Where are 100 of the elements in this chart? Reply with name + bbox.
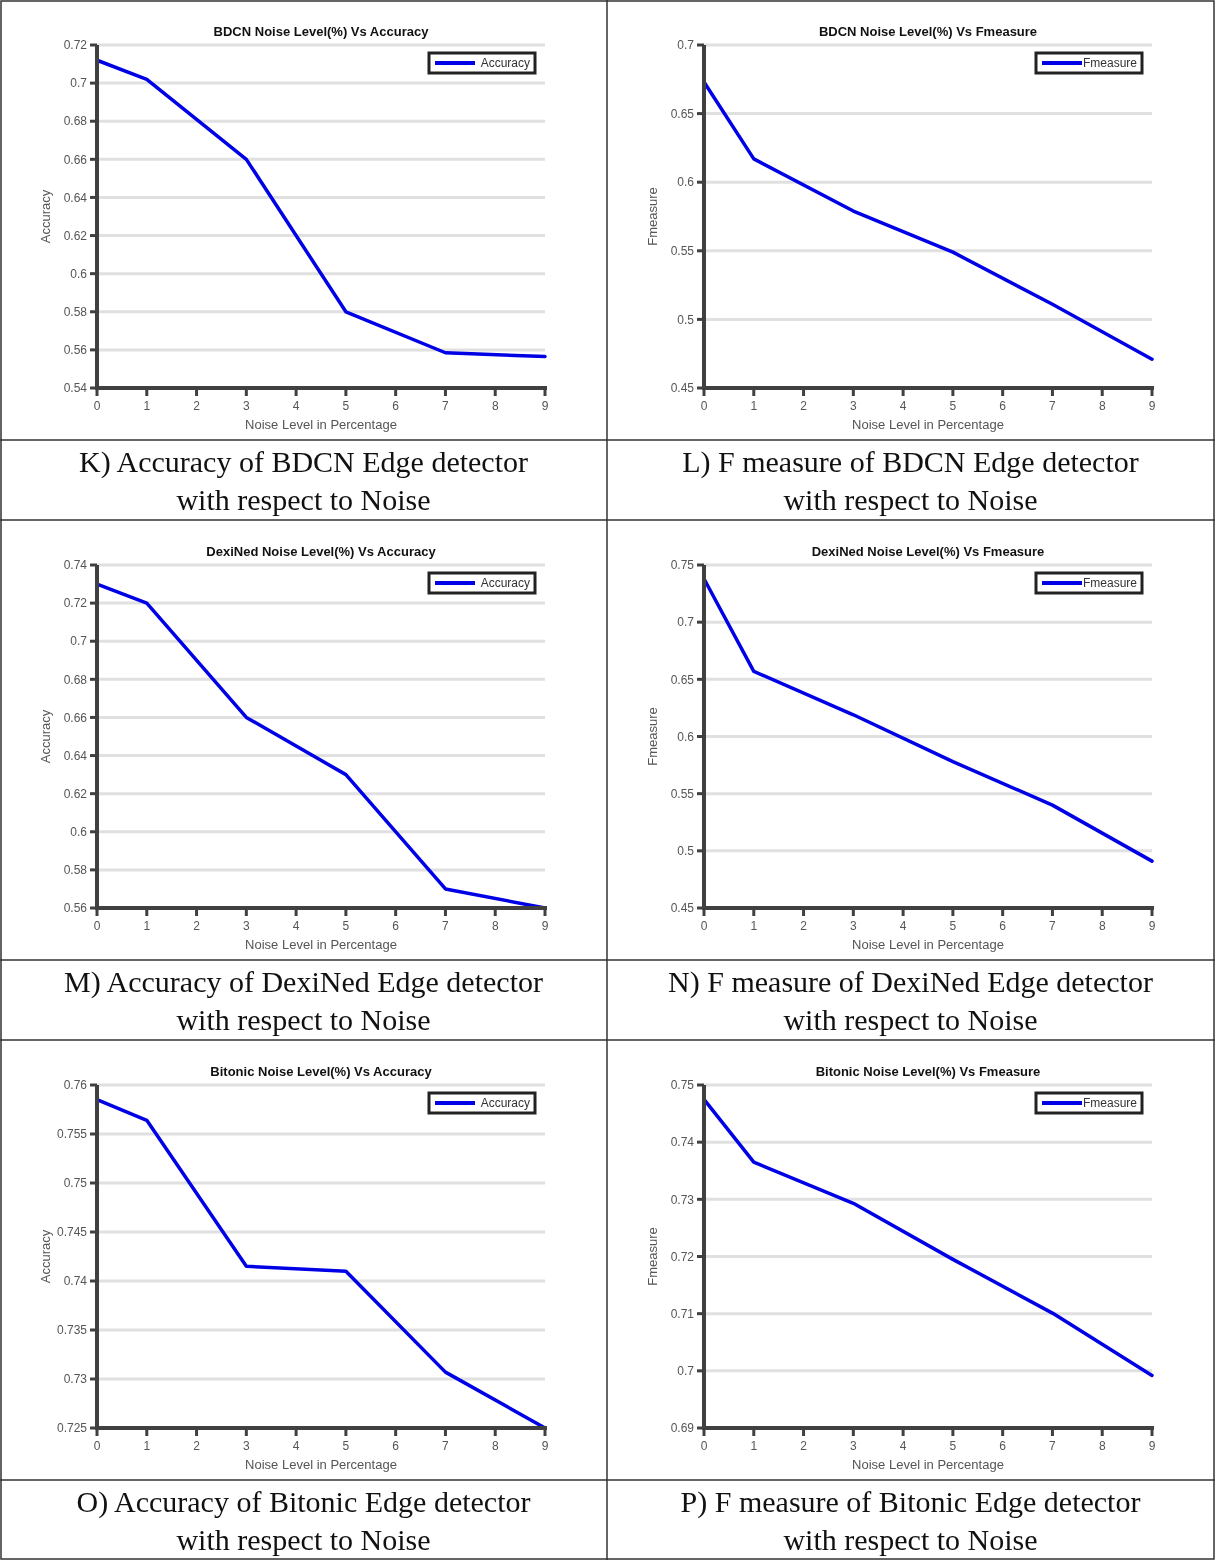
y-axis-title: Fmeasure xyxy=(645,707,660,766)
x-tick-label: 9 xyxy=(1148,919,1156,933)
legend-label: Fmeasure xyxy=(1082,56,1138,71)
y-tick-label: 0.75 xyxy=(63,1176,88,1191)
y-tick-label: 0.6 xyxy=(70,824,88,839)
x-tick-label: 8 xyxy=(1098,399,1106,413)
x-tick-label: 7 xyxy=(442,919,450,933)
x-tick-label: 0 xyxy=(700,919,708,933)
y-tick-label: 0.45 xyxy=(670,381,695,396)
y-tick-label: 0.65 xyxy=(670,672,695,687)
y-tick-label: 0.74 xyxy=(63,1274,88,1289)
y-tick-label: 0.68 xyxy=(63,672,88,687)
x-tick-label: 1 xyxy=(143,1439,151,1453)
x-tick-label: 7 xyxy=(1049,919,1057,933)
y-tick-label: 0.72 xyxy=(63,38,88,53)
y-tick-label: 0.5 xyxy=(677,312,695,327)
y-tick-label: 0.5 xyxy=(677,844,695,859)
y-axis-title: Accuracy xyxy=(38,1229,53,1284)
y-tick-label: 0.73 xyxy=(670,1192,695,1207)
x-tick-label: 8 xyxy=(491,399,499,413)
x-axis-title: Noise Level in Percentage xyxy=(852,1457,1004,1472)
x-tick-label: 4 xyxy=(899,399,907,413)
x-tick-label: 0 xyxy=(700,399,708,413)
x-tick-label: 9 xyxy=(1148,399,1156,413)
x-tick-label: 8 xyxy=(1098,919,1106,933)
x-tick-label: 2 xyxy=(193,919,201,933)
x-tick-label: 8 xyxy=(491,1439,499,1453)
y-tick-label: 0.75 xyxy=(670,558,695,573)
x-tick-label: 5 xyxy=(342,399,350,413)
x-axis-title: Noise Level in Percentage xyxy=(245,937,397,952)
x-tick-label: 1 xyxy=(750,1439,758,1453)
x-tick-label: 5 xyxy=(342,1439,350,1453)
x-tick-label: 3 xyxy=(849,919,857,933)
y-tick-label: 0.6 xyxy=(677,729,695,744)
y-tick-label: 0.69 xyxy=(670,1421,695,1436)
y-tick-label: 0.74 xyxy=(63,558,88,573)
legend-label: Accuracy xyxy=(480,576,530,591)
y-axis-title: Accuracy xyxy=(38,709,53,764)
x-tick-label: 9 xyxy=(541,919,549,933)
text: L) F measure of BDCN Edge detector with respect to Noise xyxy=(682,445,1139,516)
x-tick-label: 5 xyxy=(342,919,350,933)
x-tick-label: 5 xyxy=(949,919,957,933)
y-tick-label: 0.62 xyxy=(63,228,88,243)
x-tick-label: 0 xyxy=(93,1439,101,1453)
y-tick-label: 0.71 xyxy=(670,1306,695,1321)
x-tick-label: 9 xyxy=(1148,1439,1156,1453)
y-tick-label: 0.7 xyxy=(70,76,88,91)
y-tick-label: 0.7 xyxy=(677,38,695,53)
x-tick-label: 8 xyxy=(491,919,499,933)
x-tick-label: 1 xyxy=(143,399,151,413)
y-tick-label: 0.75 xyxy=(670,1078,695,1093)
x-tick-label: 3 xyxy=(849,1439,857,1453)
x-tick-label: 8 xyxy=(1098,1439,1106,1453)
chart-title: DexiNed Noise Level(%) Vs Fmeasure xyxy=(811,544,1045,559)
legend-label: Fmeasure xyxy=(1082,576,1138,591)
x-tick-label: 7 xyxy=(442,399,450,413)
text: P) F measure of Bitonic Edge detector with respect to Noise xyxy=(680,1485,1141,1556)
y-tick-label: 0.66 xyxy=(63,710,88,725)
chart-title: BDCN Noise Level(%) Vs Accuracy xyxy=(213,24,430,39)
x-tick-label: 3 xyxy=(242,1439,250,1453)
y-tick-label: 0.56 xyxy=(63,901,88,916)
x-tick-label: 9 xyxy=(541,399,549,413)
y-tick-label: 0.72 xyxy=(63,596,88,611)
x-tick-label: 5 xyxy=(949,399,957,413)
legend-label: Accuracy xyxy=(480,56,530,71)
x-axis-title: Noise Level in Percentage xyxy=(245,417,397,432)
y-tick-label: 0.74 xyxy=(670,1135,695,1150)
y-tick-label: 0.54 xyxy=(63,381,88,396)
text: K) Accuracy of BDCN Edge detector with respect to Noise xyxy=(78,445,529,516)
x-tick-label: 0 xyxy=(700,1439,708,1453)
x-axis-title: Noise Level in Percentage xyxy=(245,1457,397,1472)
y-tick-label: 0.56 xyxy=(63,343,88,358)
y-tick-label: 0.735 xyxy=(56,1323,88,1338)
y-tick-label: 0.64 xyxy=(63,748,88,763)
x-tick-label: 4 xyxy=(292,919,300,933)
y-tick-label: 0.7 xyxy=(677,1364,695,1379)
x-tick-label: 7 xyxy=(1049,1439,1057,1453)
x-tick-label: 1 xyxy=(750,919,758,933)
chart-title: DexiNed Noise Level(%) Vs Accuracy xyxy=(206,544,437,559)
legend-label: Accuracy xyxy=(480,1096,530,1111)
y-tick-label: 0.76 xyxy=(63,1078,88,1093)
x-tick-label: 0 xyxy=(93,399,101,413)
x-tick-label: 3 xyxy=(849,399,857,413)
y-tick-label: 0.7 xyxy=(677,615,695,630)
x-tick-label: 2 xyxy=(193,399,201,413)
x-tick-label: 9 xyxy=(541,1439,549,1453)
y-tick-label: 0.64 xyxy=(63,190,88,205)
x-tick-label: 7 xyxy=(442,1439,450,1453)
x-tick-label: 4 xyxy=(899,1439,907,1453)
y-tick-label: 0.55 xyxy=(670,786,695,801)
legend-label: Fmeasure xyxy=(1082,1096,1138,1111)
y-tick-label: 0.62 xyxy=(63,786,88,801)
y-axis-title: Fmeasure xyxy=(645,187,660,246)
x-tick-label: 2 xyxy=(800,1439,808,1453)
x-tick-label: 5 xyxy=(949,1439,957,1453)
y-tick-label: 0.55 xyxy=(670,244,695,258)
y-tick-label: 0.58 xyxy=(63,304,88,319)
y-tick-label: 0.45 xyxy=(670,901,695,916)
x-tick-label: 6 xyxy=(999,1439,1007,1453)
y-tick-label: 0.7 xyxy=(70,634,88,649)
